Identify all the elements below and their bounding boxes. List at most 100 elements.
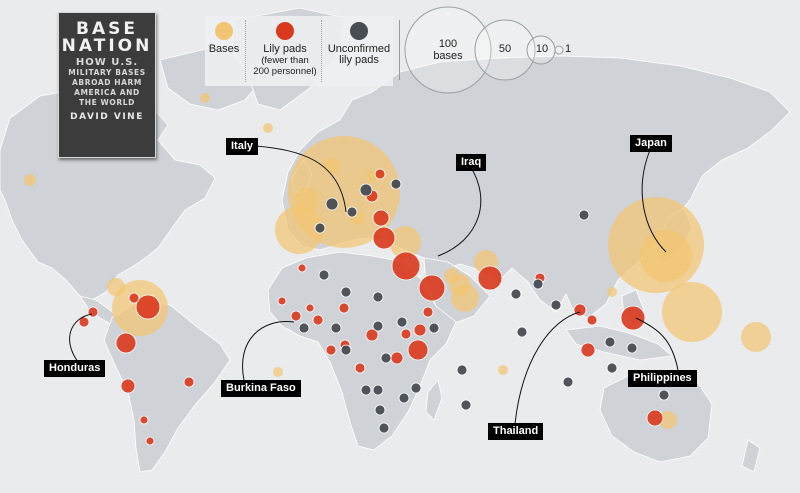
book-title-line2: NATION [61, 36, 153, 56]
callout-iraq: Iraq [456, 154, 487, 171]
book-subtitle-line4: AMERICA AND [74, 88, 140, 97]
legend-item-lily-pads: Lily pads (fewer than 200 personnel) [249, 22, 321, 77]
size-circle-1 [554, 45, 564, 55]
base-marker [418, 274, 446, 302]
base-marker [516, 326, 528, 338]
legend-item-unconfirmed: Unconfirmed lily pads [323, 22, 395, 66]
unconfirmed-swatch [350, 22, 368, 40]
base-marker [374, 168, 386, 180]
base-marker [604, 336, 616, 348]
book-subtitle-line5: THE WORLD [79, 98, 135, 107]
base-marker [372, 384, 384, 396]
base-marker [200, 93, 210, 103]
color-legend: Bases Lily pads (fewer than 200 personne… [205, 16, 393, 86]
base-marker [741, 322, 771, 352]
base-marker [128, 292, 140, 304]
base-marker [277, 296, 287, 306]
base-marker [396, 316, 408, 328]
leader-burkina-faso [242, 321, 295, 381]
base-marker [400, 328, 412, 340]
base-marker [330, 322, 342, 334]
base-marker [298, 322, 310, 334]
base-marker [120, 378, 136, 394]
base-marker [312, 314, 324, 326]
base-marker [145, 436, 155, 446]
base-marker [273, 367, 283, 377]
base-marker [391, 251, 421, 281]
base-marker [275, 206, 323, 254]
new-zealand [741, 439, 761, 473]
base-marker [107, 278, 125, 296]
legend-item-bases: Bases [207, 22, 241, 55]
base-marker [550, 299, 562, 311]
base-marker [580, 342, 596, 358]
base-marker [360, 384, 372, 396]
base-marker [562, 376, 574, 388]
base-markers [24, 93, 771, 446]
leader-honduras [69, 313, 93, 363]
base-marker [115, 332, 137, 354]
base-marker [325, 197, 339, 211]
africa [267, 251, 457, 451]
base-marker [607, 287, 617, 297]
base-marker [305, 303, 315, 313]
base-marker [389, 226, 421, 258]
leader-iraq [437, 165, 482, 257]
legend-unconfirmed-line1: Unconfirmed [327, 43, 391, 55]
book-title-line1: BASE [76, 19, 138, 39]
base-marker [410, 382, 422, 394]
base-marker [135, 294, 161, 320]
legend-lily-label: Lily pads [263, 43, 307, 55]
base-marker [372, 209, 390, 227]
callout-philippines: Philippines [628, 370, 697, 387]
base-marker [460, 399, 472, 411]
base-marker [620, 305, 646, 331]
base-marker [359, 183, 373, 197]
base-marker [380, 352, 392, 364]
base-marker [372, 226, 396, 250]
base-marker [87, 306, 99, 318]
base-marker [422, 306, 434, 318]
base-marker [325, 344, 337, 356]
callout-leader-lines [69, 145, 679, 425]
book-subtitle-line3: ABROAD HARM [71, 78, 143, 87]
base-marker [372, 320, 384, 332]
legend-separator [245, 20, 246, 82]
leader-japan [641, 149, 667, 253]
base-marker [477, 265, 503, 291]
callout-italy: Italy [226, 138, 259, 155]
base-marker [340, 344, 352, 356]
base-marker [662, 282, 722, 342]
bases-swatch [215, 22, 233, 40]
callout-thailand: Thailand [488, 423, 544, 440]
base-marker [297, 263, 307, 273]
size-legend [404, 6, 564, 94]
size-label-1: 1 [564, 43, 572, 55]
base-marker [324, 158, 340, 174]
base-marker [290, 310, 302, 322]
leader-italy [255, 145, 347, 213]
base-marker [390, 351, 404, 365]
base-marker [578, 209, 590, 221]
base-marker [532, 278, 544, 290]
callout-honduras: Honduras [44, 360, 106, 377]
base-marker [498, 365, 508, 375]
base-marker [374, 404, 386, 416]
base-marker [183, 376, 195, 388]
base-marker [139, 415, 149, 425]
base-marker [24, 174, 36, 186]
size-label-50: 50 [498, 43, 512, 55]
base-marker [390, 178, 402, 190]
legend-separator [321, 20, 322, 82]
leader-thailand [514, 311, 581, 425]
base-marker [314, 222, 326, 234]
base-marker [428, 322, 440, 334]
base-marker [295, 188, 319, 212]
base-marker [606, 362, 618, 374]
base-marker [263, 123, 273, 133]
base-marker [413, 323, 427, 337]
legend-lily-note-line2: 200 personnel) [253, 66, 317, 77]
lily-pads-swatch [276, 22, 294, 40]
